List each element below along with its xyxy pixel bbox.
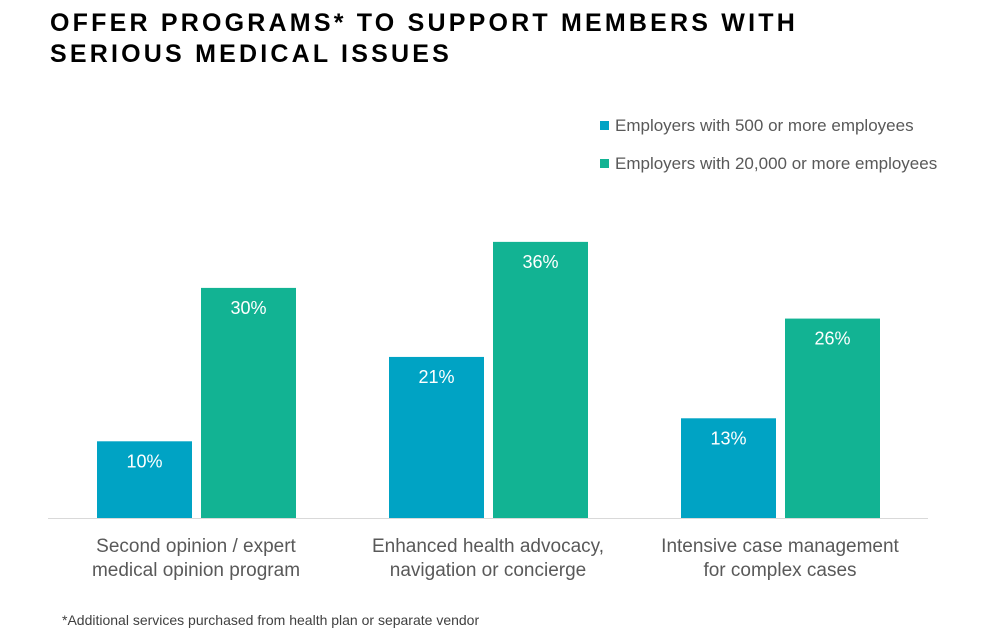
bar-series2-cat2 (493, 241, 588, 518)
chart-title: OFFER PROGRAMS* TO SUPPORT MEMBERS WITH … (50, 8, 990, 70)
bars-group: 10% 21% 13% 30% 36% 26% (97, 241, 880, 518)
data-label-series1-cat2: 21% (418, 367, 454, 387)
x-tick-label-cat2-line1: Enhanced health advocacy, (372, 536, 604, 557)
legend-swatch-500 (600, 121, 609, 130)
data-label-series1-cat1: 10% (126, 451, 162, 471)
x-tick-label-cat1-line1: Second opinion / expert (96, 536, 296, 557)
x-axis-labels: Second opinion / expert medical opinion p… (92, 536, 900, 581)
legend-label-20000: Employers with 20,000 or more employees (615, 154, 938, 173)
data-label-series2-cat3: 26% (814, 329, 850, 349)
legend-swatch-20000 (600, 159, 609, 168)
bar-series1-cat1 (97, 441, 192, 518)
bar-series2-cat3 (785, 318, 880, 518)
bar-series1-cat2 (389, 356, 484, 518)
bar-series2-cat1 (201, 287, 296, 518)
x-tick-label-cat3-line2: for complex cases (703, 560, 856, 581)
legend-item-500: Employers with 500 or more employees (600, 116, 914, 136)
data-label-series2-cat2: 36% (522, 252, 558, 272)
bar-series1-cat3 (681, 418, 776, 518)
chart-title-line-2: SERIOUS MEDICAL ISSUES (50, 40, 452, 68)
x-tick-label-cat1-line2: medical opinion program (92, 560, 300, 581)
chart-title-line-1: OFFER PROGRAMS* TO SUPPORT MEMBERS WITH (50, 9, 798, 37)
x-tick-label-cat3-line1: Intensive case management (661, 536, 899, 557)
x-tick-label-cat2-line2: navigation or concierge (390, 560, 586, 581)
data-label-series1-cat3: 13% (710, 428, 746, 448)
legend-item-20000: Employers with 20,000 or more employees (600, 154, 937, 174)
legend-label-500: Employers with 500 or more employees (615, 116, 914, 135)
footnote: *Additional services purchased from heal… (62, 612, 480, 628)
data-label-series2-cat1: 30% (230, 298, 266, 318)
